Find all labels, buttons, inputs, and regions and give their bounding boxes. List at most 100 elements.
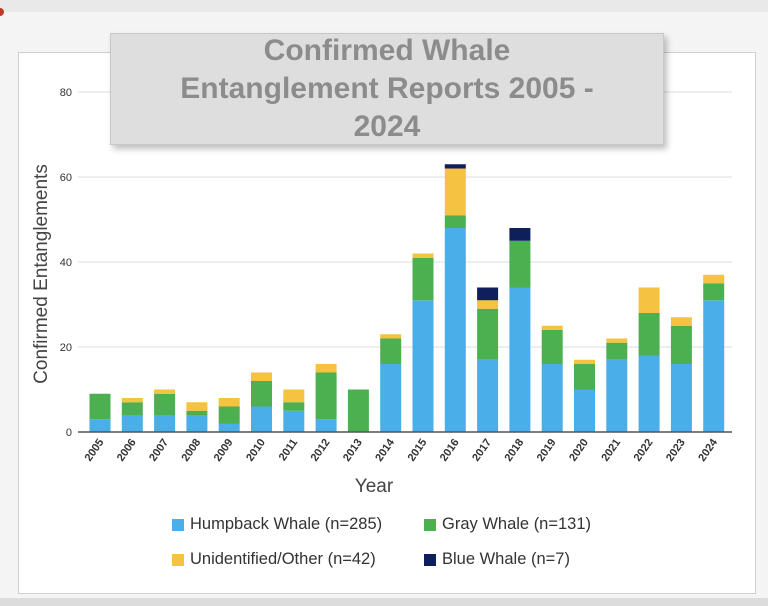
- bar-2023-series-2: [670, 317, 692, 326]
- bar-2023-series-1: [670, 325, 692, 364]
- y-tick-label: 40: [60, 257, 72, 269]
- legend-label-humpback: Humpback Whale (n=285): [190, 515, 383, 533]
- x-tick-label: 2023: [664, 437, 688, 464]
- bar-2008-series-0: [186, 415, 208, 432]
- bar-2009-series-2: [218, 398, 240, 407]
- x-tick-label: 2012: [309, 437, 333, 464]
- legend-swatch-unidentified: [172, 553, 184, 566]
- x-tick-label: 2011: [277, 437, 301, 463]
- bar-2006-series-0: [121, 415, 143, 432]
- y-tick-label: 60: [60, 172, 72, 184]
- bar-2007-series-0: [154, 415, 176, 432]
- bar-2009-series-0: [218, 423, 240, 432]
- bar-2005-series-1: [89, 393, 111, 420]
- y-axis-label: Confirmed Entanglements: [31, 164, 52, 384]
- bar-2011-series-2: [283, 389, 305, 403]
- bar-2010-series-0: [251, 406, 272, 432]
- bar-2007-series-2: [154, 389, 176, 394]
- x-tick-label: 2020: [567, 437, 591, 464]
- x-axis-label: Year: [355, 476, 394, 497]
- bar-2013-series-1: [347, 389, 369, 432]
- legend-label-unidentified: Unidentified/Other (n=42): [190, 550, 376, 568]
- bar-2012-series-1: [315, 372, 337, 420]
- bar-2014-series-2: [380, 334, 402, 339]
- bar-2012-series-0: [315, 419, 337, 432]
- bar-2023-series-0: [670, 364, 692, 432]
- bar-2020-series-2: [574, 359, 595, 364]
- bar-2008-series-2: [186, 402, 208, 411]
- x-tick-label: 2009: [212, 437, 236, 464]
- bar-2010-series-1: [251, 381, 272, 407]
- bar-2018-series-0: [509, 287, 531, 432]
- bar-2024-series-0: [703, 300, 725, 432]
- bar-2016-series-1: [444, 215, 466, 228]
- bar-2017-series-2: [477, 300, 499, 309]
- legend-item-unidentified: Unidentified/Other (n=42): [172, 550, 376, 569]
- x-tick-label: 2017: [470, 437, 494, 464]
- bar-2009-series-1: [218, 406, 240, 424]
- bar-2007-series-1: [154, 393, 176, 415]
- bar-2015-series-1: [412, 257, 434, 301]
- bar-2015-series-2: [412, 253, 434, 258]
- y-tick-label: 80: [60, 87, 72, 99]
- bar-2016-series-3: [444, 164, 466, 169]
- y-tick-label: 20: [60, 342, 72, 354]
- x-tick-label: 2022: [632, 437, 656, 464]
- bar-2015-series-0: [412, 300, 434, 432]
- x-tick-label: 2019: [535, 437, 559, 464]
- bar-2018-series-1: [509, 240, 531, 288]
- bar-2008-series-1: [186, 410, 208, 415]
- bar-2020-series-1: [574, 364, 595, 390]
- bar-2021-series-2: [606, 338, 628, 343]
- bar-2011-series-1: [283, 402, 305, 411]
- bar-2010-series-2: [251, 372, 272, 381]
- bar-2017-series-0: [477, 359, 499, 432]
- y-tick-label: 0: [66, 427, 72, 439]
- bar-2005-series-0: [89, 419, 111, 432]
- bars: [89, 164, 725, 432]
- bar-2024-series-2: [703, 274, 725, 284]
- x-tick-label: 2018: [502, 437, 526, 464]
- bar-2014-series-0: [380, 364, 402, 432]
- x-tick-label: 2021: [599, 437, 623, 464]
- x-tick-label: 2006: [115, 437, 139, 464]
- legend-swatch-blue: [424, 553, 436, 566]
- x-tick-label: 2005: [83, 437, 107, 464]
- chart-title-box: Confirmed Whale Entanglement Reports 200…: [110, 33, 664, 145]
- top-strip: [0, 0, 768, 12]
- bar-2019-series-0: [541, 364, 563, 432]
- bar-2021-series-1: [606, 342, 628, 360]
- x-tick-label: 2010: [244, 437, 268, 464]
- red-marker: [0, 8, 4, 16]
- bar-2017-series-1: [477, 308, 499, 360]
- bar-2016-series-0: [444, 228, 466, 432]
- x-tick-label: 2007: [147, 437, 171, 464]
- bar-2017-series-3: [477, 287, 499, 301]
- bar-2022-series-1: [638, 313, 660, 356]
- bar-2006-series-1: [121, 402, 143, 415]
- bar-2022-series-2: [638, 287, 660, 313]
- bar-2014-series-1: [380, 338, 402, 364]
- chart-title: Confirmed Whale Entanglement Reports 200…: [180, 34, 594, 143]
- x-tick-label: 2016: [438, 437, 462, 464]
- x-tick-label: 2014: [373, 436, 397, 464]
- bar-2024-series-1: [703, 283, 725, 301]
- legend-item-humpback: Humpback Whale (n=285): [172, 515, 382, 534]
- bar-2012-series-2: [315, 364, 337, 373]
- bar-2016-series-2: [444, 168, 466, 216]
- legend-swatch-humpback: [172, 518, 184, 531]
- legend-swatch-gray: [424, 518, 436, 531]
- bar-2019-series-2: [541, 325, 563, 330]
- bar-2021-series-0: [606, 359, 628, 432]
- bar-2019-series-1: [541, 330, 563, 364]
- x-tick-label: 2015: [406, 437, 430, 464]
- x-tick-label: 2013: [341, 437, 365, 464]
- bottom-bar: [0, 598, 768, 606]
- legend-label-blue: Blue Whale (n=7): [442, 550, 570, 568]
- bar-2006-series-2: [121, 398, 143, 403]
- bar-2018-series-3: [509, 228, 531, 241]
- legend-item-gray: Gray Whale (n=131): [424, 515, 591, 534]
- legend-label-gray: Gray Whale (n=131): [442, 515, 592, 533]
- x-tick-label: 2008: [179, 437, 203, 464]
